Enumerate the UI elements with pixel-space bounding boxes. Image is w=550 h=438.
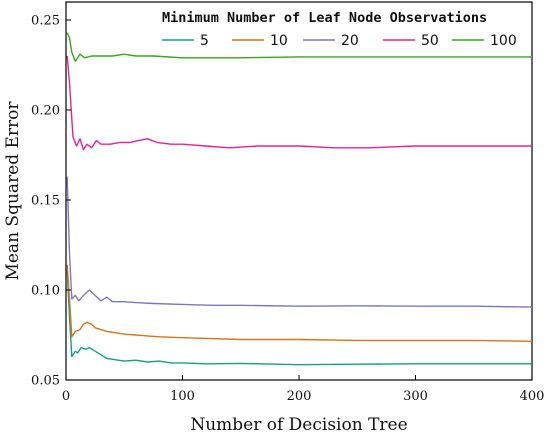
legend-label-100: 100: [490, 33, 517, 49]
series-line-50: [66, 55, 532, 151]
x-tick-label: 300: [403, 389, 428, 404]
legend: Minimum Number of Leaf Node Observations…: [162, 10, 517, 49]
y-tick-label: 0.15: [31, 194, 60, 209]
y-tick-label: 0.10: [31, 284, 60, 299]
series-line-5: [66, 270, 532, 366]
legend-label-5: 5: [200, 33, 209, 49]
legend-label-50: 50: [421, 33, 439, 49]
x-axis-title: Number of Decision Tree: [190, 415, 407, 435]
y-tick-label: 0.05: [31, 374, 60, 389]
x-tick-label: 200: [287, 389, 312, 404]
series-layer: [66, 32, 533, 366]
y-axis-title: Mean Squared Error: [3, 101, 23, 281]
x-tick-label: 100: [170, 389, 195, 404]
legend-label-20: 20: [341, 33, 359, 49]
plot-area: [65, 1, 533, 381]
series-line-100: [66, 32, 532, 63]
legend-label-10: 10: [270, 33, 288, 49]
x-tick-label: 0: [62, 389, 70, 404]
y-tick-label: 0.20: [31, 104, 60, 119]
tick-layer: 0 100 200 300 400 0.05 0.10 0.15 0.20 0.25: [31, 14, 544, 405]
series-line-10: [66, 264, 533, 342]
x-tick-label: 400: [520, 389, 545, 404]
series-line-20: [66, 176, 533, 308]
legend-title: Minimum Number of Leaf Node Observations: [162, 10, 487, 26]
y-tick-label: 0.25: [31, 14, 60, 29]
